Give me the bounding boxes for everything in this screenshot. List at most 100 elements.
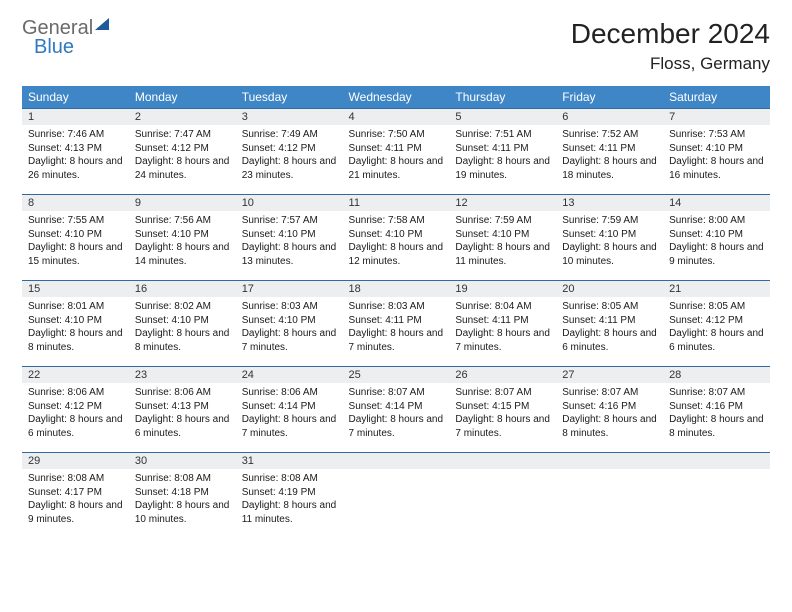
daylight-line: Daylight: 8 hours and 6 minutes.	[669, 327, 764, 354]
calendar-day-cell: 24Sunrise: 8:06 AMSunset: 4:14 PMDayligh…	[236, 366, 343, 452]
sunrise-line: Sunrise: 7:47 AM	[135, 128, 230, 142]
calendar-day-cell: 18Sunrise: 8:03 AMSunset: 4:11 PMDayligh…	[343, 280, 450, 366]
sunrise-line: Sunrise: 8:07 AM	[562, 386, 657, 400]
day-number: 13	[556, 194, 663, 211]
sunrise-line: Sunrise: 7:59 AM	[562, 214, 657, 228]
day-number: 30	[129, 452, 236, 469]
calendar-week-row: 15 Sunrise: 8:01 AM Sunset: 4:10 PM Dayligh…	[22, 280, 770, 366]
calendar-week-row: 8Sunrise: 7:55 AMSunset: 4:10 PMDaylight…	[22, 194, 770, 280]
calendar-day-cell: 4Sunrise: 7:50 AMSunset: 4:11 PMDaylight…	[343, 108, 450, 194]
sunset-line: Sunset: 4:13 PM	[135, 400, 230, 414]
weekday-header: Tuesday	[236, 86, 343, 108]
daylight-line: Daylight: 8 hours and 10 minutes.	[562, 241, 657, 268]
day-number: 2	[129, 108, 236, 125]
daylight-line: Daylight: 8 hours and 8 minutes.	[562, 413, 657, 440]
daylight-line: Daylight: 8 hours and 8 minutes.	[669, 413, 764, 440]
sunset-line: Sunset: 4:10 PM	[242, 228, 337, 242]
day-details: Sunrise: 8:06 AMSunset: 4:12 PMDaylight:…	[22, 383, 129, 443]
day-details: Sunrise: 8:03 AMSunset: 4:10 PMDaylight:…	[236, 297, 343, 357]
day-number: 10	[236, 194, 343, 211]
calendar-day-cell: 22Sunrise: 8:06 AMSunset: 4:12 PMDayligh…	[22, 366, 129, 452]
calendar-day-cell	[556, 452, 663, 538]
daylight-line: Daylight: 8 hours and 13 minutes.	[242, 241, 337, 268]
day-number: 7	[663, 108, 770, 125]
calendar-day-cell: 19Sunrise: 8:04 AMSunset: 4:11 PMDayligh…	[449, 280, 556, 366]
day-details: Sunrise: 7:51 AMSunset: 4:11 PMDaylight:…	[449, 125, 556, 185]
day-number: 23	[129, 366, 236, 383]
day-details: Sunrise: 8:08 AMSunset: 4:17 PMDaylight:…	[22, 469, 129, 529]
calendar-day-cell: 6Sunrise: 7:52 AMSunset: 4:11 PMDaylight…	[556, 108, 663, 194]
daylight-line: Daylight: 8 hours and 7 minutes.	[455, 413, 550, 440]
day-number: 26	[449, 366, 556, 383]
sunset-line: Sunset: 4:10 PM	[135, 314, 230, 328]
day-number: 24	[236, 366, 343, 383]
day-number: 9	[129, 194, 236, 211]
day-number: 11	[343, 194, 450, 211]
daylight-line: Daylight: 8 hours and 9 minutes.	[28, 499, 123, 526]
sunrise-line: Sunrise: 8:02 AM	[135, 300, 230, 314]
day-number: 29	[22, 452, 129, 469]
sunset-line: Sunset: 4:11 PM	[349, 314, 444, 328]
sunrise-line: Sunrise: 7:56 AM	[135, 214, 230, 228]
sunset-line: Sunset: 4:11 PM	[562, 142, 657, 156]
sunset-line: Sunset: 4:10 PM	[349, 228, 444, 242]
day-number: 17	[236, 280, 343, 297]
day-details: Sunrise: 7:57 AMSunset: 4:10 PMDaylight:…	[236, 211, 343, 271]
day-details: Sunrise: 8:08 AMSunset: 4:18 PMDaylight:…	[129, 469, 236, 529]
sunset-line: Sunset: 4:10 PM	[669, 228, 764, 242]
daylight-line: Daylight: 8 hours and 7 minutes.	[242, 327, 337, 354]
day-details: Sunrise: 7:55 AMSunset: 4:10 PMDaylight:…	[22, 211, 129, 271]
sunrise-line: Sunrise: 8:00 AM	[669, 214, 764, 228]
sunset-line: Sunset: 4:10 PM	[28, 228, 123, 242]
sunset-line: Sunset: 4:16 PM	[669, 400, 764, 414]
sunrise-line: Sunrise: 7:52 AM	[562, 128, 657, 142]
day-details: Sunrise: 8:05 AMSunset: 4:12 PMDaylight:…	[663, 297, 770, 357]
sunset-line: Sunset: 4:12 PM	[669, 314, 764, 328]
sunrise-line: Sunrise: 8:08 AM	[242, 472, 337, 486]
day-number: 8	[22, 194, 129, 211]
weekday-header: Monday	[129, 86, 236, 108]
sunrise-line: Sunrise: 8:08 AM	[28, 472, 123, 486]
calendar-day-cell: 17Sunrise: 8:03 AMSunset: 4:10 PMDayligh…	[236, 280, 343, 366]
day-details: Sunrise: 8:06 AMSunset: 4:13 PMDaylight:…	[129, 383, 236, 443]
day-number	[449, 452, 556, 469]
day-details: Sunrise: 8:07 AMSunset: 4:15 PMDaylight:…	[449, 383, 556, 443]
day-number: 22	[22, 366, 129, 383]
day-number: 3	[236, 108, 343, 125]
weekday-header: Thursday	[449, 86, 556, 108]
day-details: Sunrise: 8:04 AMSunset: 4:11 PMDaylight:…	[449, 297, 556, 357]
daylight-line: Daylight: 8 hours and 26 minutes.	[28, 155, 123, 182]
sunrise-line: Sunrise: 8:03 AM	[349, 300, 444, 314]
daylight-line: Daylight: 8 hours and 16 minutes.	[669, 155, 764, 182]
calendar-day-cell: 29Sunrise: 8:08 AMSunset: 4:17 PMDayligh…	[22, 452, 129, 538]
calendar-table: Sunday Monday Tuesday Wednesday Thursday…	[22, 86, 770, 538]
calendar-day-cell: 1Sunrise: 7:46 AMSunset: 4:13 PMDaylight…	[22, 108, 129, 194]
sunset-line: Sunset: 4:12 PM	[242, 142, 337, 156]
sunset-line: Sunset: 4:11 PM	[455, 314, 550, 328]
sunset-line: Sunset: 4:12 PM	[28, 400, 123, 414]
day-number: 15	[22, 280, 129, 297]
weekday-header-row: Sunday Monday Tuesday Wednesday Thursday…	[22, 86, 770, 108]
calendar-day-cell: 7Sunrise: 7:53 AMSunset: 4:10 PMDaylight…	[663, 108, 770, 194]
calendar-day-cell: 10Sunrise: 7:57 AMSunset: 4:10 PMDayligh…	[236, 194, 343, 280]
weekday-header: Saturday	[663, 86, 770, 108]
daylight-line: Daylight: 8 hours and 14 minutes.	[135, 241, 230, 268]
sunrise-line: Sunrise: 8:05 AM	[562, 300, 657, 314]
sunrise-line: Sunrise: 8:01 AM	[28, 300, 123, 314]
day-number: 31	[236, 452, 343, 469]
sunrise-line: Sunrise: 7:49 AM	[242, 128, 337, 142]
daylight-line: Daylight: 8 hours and 11 minutes.	[455, 241, 550, 268]
day-number: 4	[343, 108, 450, 125]
sunrise-line: Sunrise: 7:59 AM	[455, 214, 550, 228]
day-number: 16	[129, 280, 236, 297]
day-number	[556, 452, 663, 469]
daylight-line: Daylight: 8 hours and 6 minutes.	[135, 413, 230, 440]
sunset-line: Sunset: 4:10 PM	[455, 228, 550, 242]
sunrise-line: Sunrise: 7:57 AM	[242, 214, 337, 228]
calendar-day-cell: 11Sunrise: 7:58 AMSunset: 4:10 PMDayligh…	[343, 194, 450, 280]
sunset-line: Sunset: 4:19 PM	[242, 486, 337, 500]
sunset-line: Sunset: 4:10 PM	[135, 228, 230, 242]
daylight-line: Daylight: 8 hours and 10 minutes.	[135, 499, 230, 526]
daylight-line: Daylight: 8 hours and 7 minutes.	[242, 413, 337, 440]
calendar-day-cell: 8Sunrise: 7:55 AMSunset: 4:10 PMDaylight…	[22, 194, 129, 280]
